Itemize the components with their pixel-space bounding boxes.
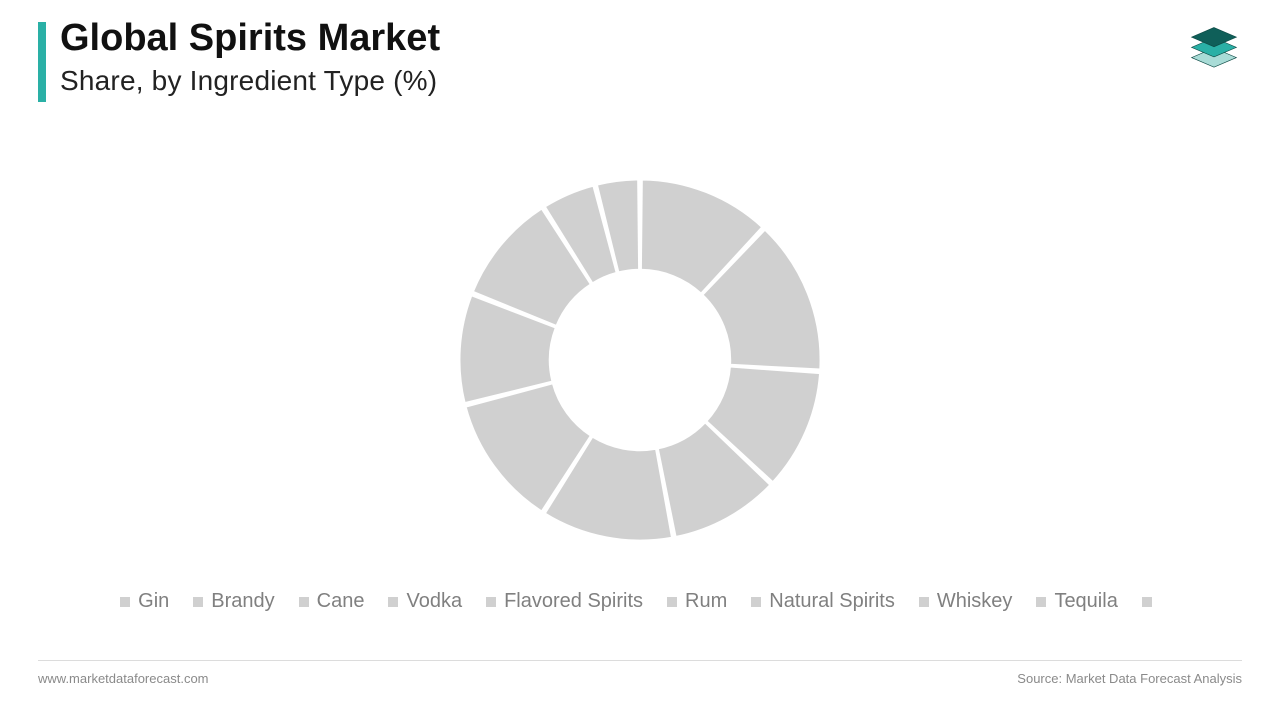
- title-block: Global Spirits Market Share, by Ingredie…: [60, 18, 440, 97]
- legend-label: Tequila: [1054, 590, 1117, 613]
- legend-swatch: [919, 597, 929, 607]
- footer-source-url: www.marketdataforecast.com: [38, 671, 209, 686]
- legend: Gin Brandy Cane Vodka Flavored Spirits Rum Nat…: [0, 590, 1280, 613]
- page-title: Global Spirits Market: [60, 18, 440, 60]
- legend-item: Whiskey: [919, 590, 1013, 613]
- legend-label: Rum: [685, 590, 727, 613]
- legend-item: Flavored Spirits: [486, 590, 643, 613]
- brand-logo: [1182, 16, 1246, 85]
- legend-item: Cane: [299, 590, 365, 613]
- legend-item: Natural Spirits: [751, 590, 895, 613]
- legend-label: Natural Spirits: [769, 590, 895, 613]
- layers-icon: [1182, 16, 1246, 80]
- legend-swatch: [193, 597, 203, 607]
- legend-label: Cane: [317, 590, 365, 613]
- legend-swatch: [667, 597, 677, 607]
- accent-bar: [38, 22, 46, 102]
- page: Global Spirits Market Share, by Ingredie…: [0, 0, 1280, 720]
- legend-swatch: [486, 597, 496, 607]
- footer: www.marketdataforecast.com Source: Marke…: [38, 660, 1242, 686]
- legend-item: [1142, 597, 1160, 607]
- footer-source-text: Source: Market Data Forecast Analysis: [1017, 671, 1242, 686]
- legend-swatch: [299, 597, 309, 607]
- legend-item: Tequila: [1036, 590, 1117, 613]
- header: Global Spirits Market Share, by Ingredie…: [38, 18, 440, 102]
- legend-swatch: [1142, 597, 1152, 607]
- legend-item: Brandy: [193, 590, 274, 613]
- legend-swatch: [1036, 597, 1046, 607]
- chart-area: [0, 150, 1280, 570]
- legend-item: Rum: [667, 590, 727, 613]
- legend-label: Brandy: [211, 590, 274, 613]
- legend-item: Gin: [120, 590, 169, 613]
- legend-label: Gin: [138, 590, 169, 613]
- page-subtitle: Share, by Ingredient Type (%): [60, 64, 440, 98]
- donut-chart: [450, 170, 830, 550]
- legend-swatch: [388, 597, 398, 607]
- legend-item: Vodka: [388, 590, 462, 613]
- legend-label: Flavored Spirits: [504, 590, 643, 613]
- legend-swatch: [751, 597, 761, 607]
- legend-label: Whiskey: [937, 590, 1013, 613]
- legend-swatch: [120, 597, 130, 607]
- legend-label: Vodka: [406, 590, 462, 613]
